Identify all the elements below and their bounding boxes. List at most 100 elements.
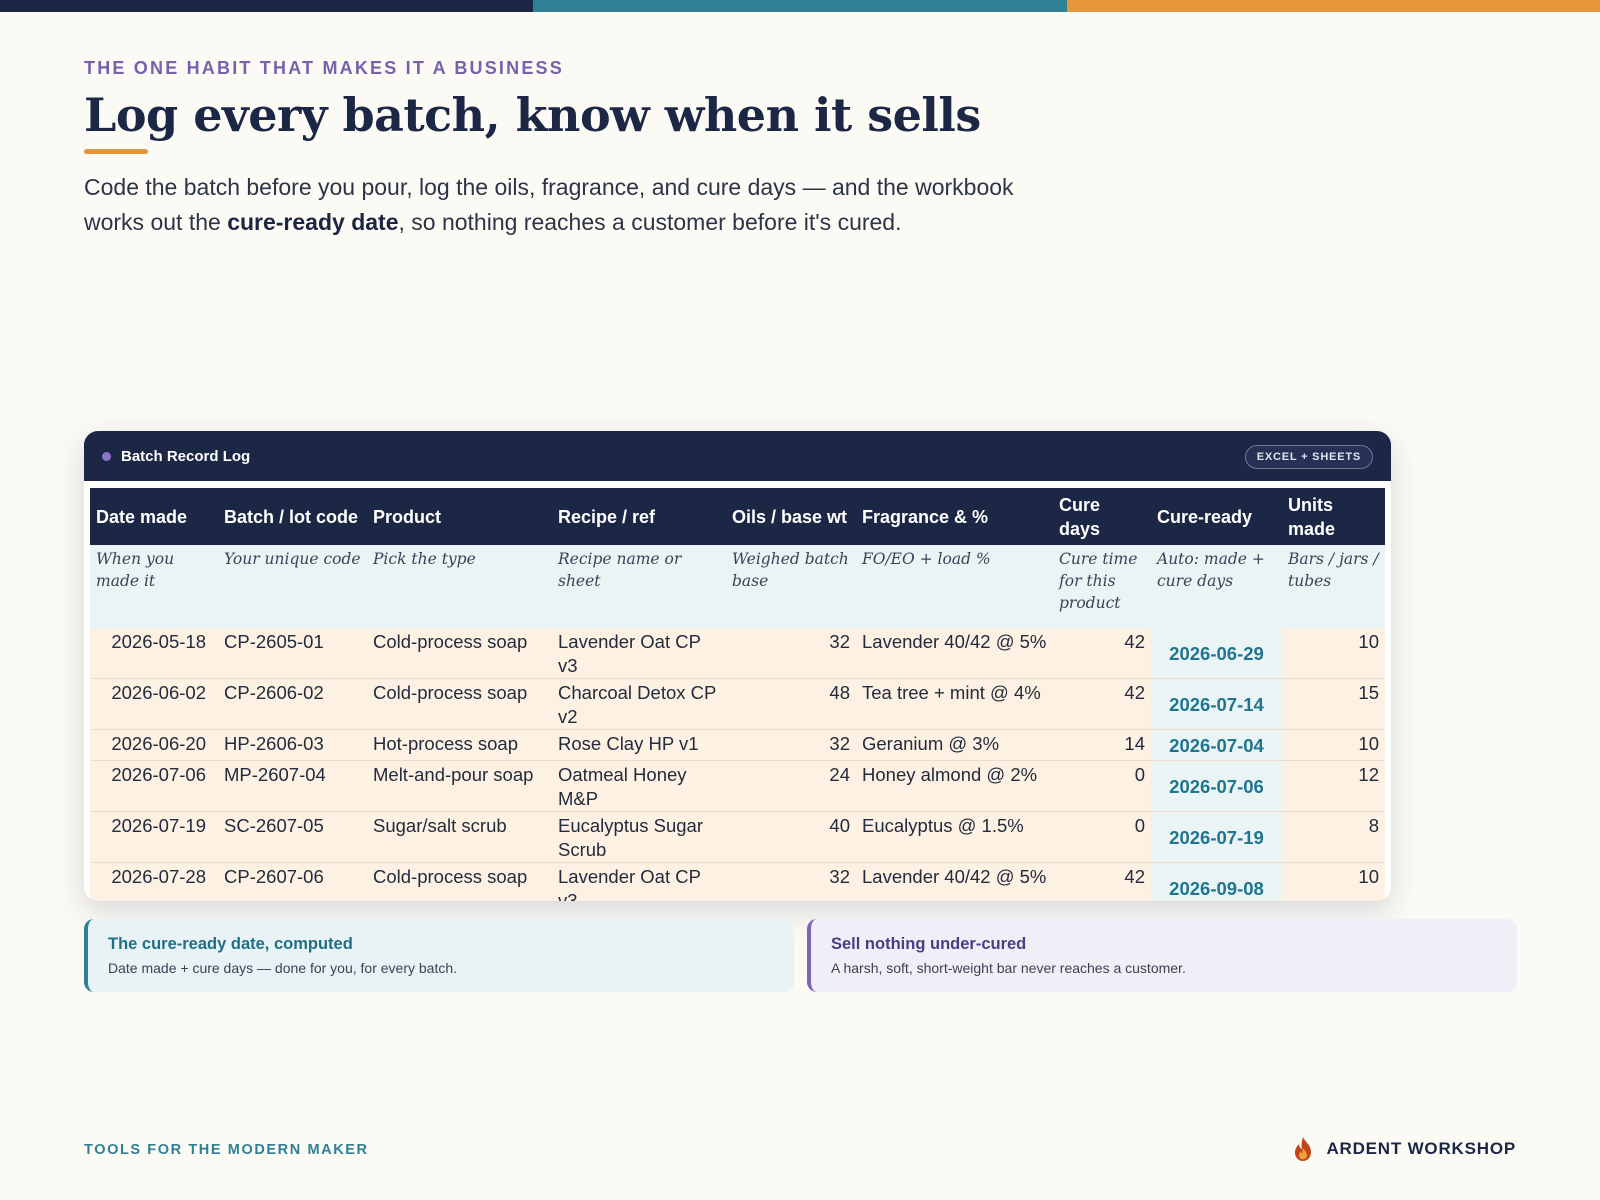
cell-date[interactable]: 2026-07-28 bbox=[90, 862, 218, 901]
cell-weight[interactable]: 32 bbox=[726, 729, 856, 761]
accent-segment-orange bbox=[1066, 0, 1600, 12]
cell-fragrance[interactable]: Lavender 40/42 @ 5% bbox=[856, 628, 1053, 679]
callout-title: Sell nothing under-cured bbox=[831, 935, 1027, 953]
col-hint: Pick the type bbox=[367, 545, 552, 628]
cell-weight[interactable]: 48 bbox=[726, 678, 856, 730]
cell-date[interactable]: 2026-07-19 bbox=[90, 811, 218, 863]
col-hint: Cure time for this product bbox=[1053, 545, 1151, 628]
col-header: Cure days bbox=[1053, 488, 1151, 545]
cell-recipe[interactable]: Eucalyptus Sugar Scrub bbox=[552, 811, 726, 863]
col-hint: Auto: made + cure days bbox=[1151, 545, 1282, 628]
cell-cure-days[interactable]: 42 bbox=[1053, 628, 1151, 679]
cell-recipe[interactable]: Lavender Oat CP v3 bbox=[552, 862, 726, 901]
cell-product[interactable]: Cold-process soap bbox=[367, 628, 552, 679]
cell-cure-ready: 2026-07-14 bbox=[1151, 678, 1282, 730]
callout-title: The cure-ready date, computed bbox=[108, 935, 353, 953]
table-row[interactable]: 2026-07-19 SC-2607-05 Sugar/salt scrub E… bbox=[90, 811, 1385, 863]
col-hint: Your unique code bbox=[218, 545, 367, 628]
cell-cure-days[interactable]: 42 bbox=[1053, 862, 1151, 901]
cell-fragrance[interactable]: Geranium @ 3% bbox=[856, 729, 1053, 761]
cell-weight[interactable]: 32 bbox=[726, 862, 856, 901]
lede-highlight: cure-ready date bbox=[227, 208, 399, 235]
cell-code[interactable]: HP-2606-03 bbox=[218, 729, 367, 761]
title-underline bbox=[84, 149, 148, 154]
table-row[interactable]: 2026-06-20 HP-2606-03 Hot-process soap R… bbox=[90, 729, 1385, 761]
spreadsheet: Date made Batch / lot code Product Recip… bbox=[90, 488, 1385, 901]
top-accent-bar bbox=[0, 0, 1600, 12]
col-hint: Recipe name or sheet bbox=[552, 545, 726, 628]
card-title: Batch Record Log bbox=[121, 447, 251, 465]
callout-description: A harsh, soft, short-weight bar never re… bbox=[831, 960, 1186, 976]
lede-text-before: Code the batch before you pour, log the … bbox=[84, 174, 1014, 235]
table-row[interactable]: 2026-06-02 CP-2606-02 Cold-process soap … bbox=[90, 678, 1385, 730]
cell-weight[interactable]: 32 bbox=[726, 628, 856, 679]
cell-recipe[interactable]: Charcoal Detox CP v2 bbox=[552, 678, 726, 730]
accent-segment-teal bbox=[533, 0, 1067, 12]
cell-weight[interactable]: 40 bbox=[726, 811, 856, 863]
table-row[interactable]: 2026-05-18 CP-2605-01 Cold-process soap … bbox=[90, 628, 1385, 679]
batch-table: Date made Batch / lot code Product Recip… bbox=[90, 488, 1385, 901]
col-header: Date made bbox=[90, 488, 218, 545]
col-hint: When you made it bbox=[90, 545, 218, 628]
cell-fragrance[interactable]: Tea tree + mint @ 4% bbox=[856, 678, 1053, 730]
col-hint: FO/EO + load % bbox=[856, 545, 1053, 628]
callout-description: Date made + cure days — done for you, fo… bbox=[108, 960, 458, 976]
cell-code[interactable]: CP-2606-02 bbox=[218, 678, 367, 730]
cell-fragrance[interactable]: Honey almond @ 2% bbox=[856, 760, 1053, 812]
cell-date[interactable]: 2026-05-18 bbox=[90, 628, 218, 679]
cell-units[interactable]: 8 bbox=[1282, 811, 1385, 863]
eyebrow: THE ONE HABIT THAT MAKES IT A BUSINESS bbox=[84, 58, 564, 78]
accent-segment-navy bbox=[0, 0, 534, 12]
cell-recipe[interactable]: Lavender Oat CP v3 bbox=[552, 628, 726, 679]
cell-product[interactable]: Cold-process soap bbox=[367, 862, 552, 901]
cell-code[interactable]: SC-2607-05 bbox=[218, 811, 367, 863]
col-hint: Weighed batch base bbox=[726, 545, 856, 628]
cell-product[interactable]: Sugar/salt scrub bbox=[367, 811, 552, 863]
cell-date[interactable]: 2026-06-20 bbox=[90, 729, 218, 761]
status-dot-icon bbox=[102, 451, 111, 461]
brand-name: ARDENT WORKSHOP bbox=[1326, 1139, 1516, 1158]
cell-date[interactable]: 2026-07-06 bbox=[90, 760, 218, 812]
flame-icon bbox=[1295, 1137, 1312, 1161]
cell-recipe[interactable]: Oatmeal Honey M&P bbox=[552, 760, 726, 812]
cell-units[interactable]: 12 bbox=[1282, 760, 1385, 812]
col-header: Batch / lot code bbox=[218, 488, 367, 545]
col-hint: Bars / jars / tubes bbox=[1282, 545, 1385, 628]
col-header: Oils / base wt bbox=[726, 488, 856, 545]
cell-recipe[interactable]: Rose Clay HP v1 bbox=[552, 729, 726, 761]
cell-units[interactable]: 10 bbox=[1282, 862, 1385, 901]
col-header: Cure-ready bbox=[1151, 488, 1282, 545]
hint-row: When you made it Your unique code Pick t… bbox=[90, 545, 1385, 628]
cell-cure-ready: 2026-06-29 bbox=[1151, 628, 1282, 679]
cell-units[interactable]: 10 bbox=[1282, 628, 1385, 679]
cell-product[interactable]: Hot-process soap bbox=[367, 729, 552, 761]
cell-cure-ready: 2026-07-06 bbox=[1151, 760, 1282, 812]
cell-product[interactable]: Melt-and-pour soap bbox=[367, 760, 552, 812]
cell-cure-ready: 2026-09-08 bbox=[1151, 862, 1282, 901]
lede-paragraph: Code the batch before you pour, log the … bbox=[84, 170, 1024, 239]
footer-brand: ARDENT WORKSHOP bbox=[1292, 1136, 1516, 1162]
cell-code[interactable]: CP-2605-01 bbox=[218, 628, 367, 679]
cell-code[interactable]: MP-2607-04 bbox=[218, 760, 367, 812]
cell-code[interactable]: CP-2607-06 bbox=[218, 862, 367, 901]
cell-cure-ready: 2026-07-19 bbox=[1151, 811, 1282, 863]
callout-computed: The cure-ready date, computed Date made … bbox=[84, 919, 794, 992]
cell-units[interactable]: 15 bbox=[1282, 678, 1385, 730]
table-row[interactable]: 2026-07-28 CP-2607-06 Cold-process soap … bbox=[90, 862, 1385, 901]
cell-fragrance[interactable]: Eucalyptus @ 1.5% bbox=[856, 811, 1053, 863]
format-badge: EXCEL + SHEETS bbox=[1244, 445, 1373, 469]
table-row[interactable]: 2026-07-06 MP-2607-04 Melt-and-pour soap… bbox=[90, 760, 1385, 812]
cell-cure-days[interactable]: 42 bbox=[1053, 678, 1151, 730]
cell-cure-days[interactable]: 0 bbox=[1053, 760, 1151, 812]
cell-weight[interactable]: 24 bbox=[726, 760, 856, 812]
col-header: Product bbox=[367, 488, 552, 545]
page-title: Log every batch, know when it sells bbox=[84, 88, 981, 142]
col-header: Units made bbox=[1282, 488, 1385, 545]
cell-fragrance[interactable]: Lavender 40/42 @ 5% bbox=[856, 862, 1053, 901]
cell-product[interactable]: Cold-process soap bbox=[367, 678, 552, 730]
cell-cure-days[interactable]: 14 bbox=[1053, 729, 1151, 761]
cell-date[interactable]: 2026-06-02 bbox=[90, 678, 218, 730]
cell-cure-days[interactable]: 0 bbox=[1053, 811, 1151, 863]
cell-units[interactable]: 10 bbox=[1282, 729, 1385, 761]
col-header: Fragrance & % bbox=[856, 488, 1053, 545]
